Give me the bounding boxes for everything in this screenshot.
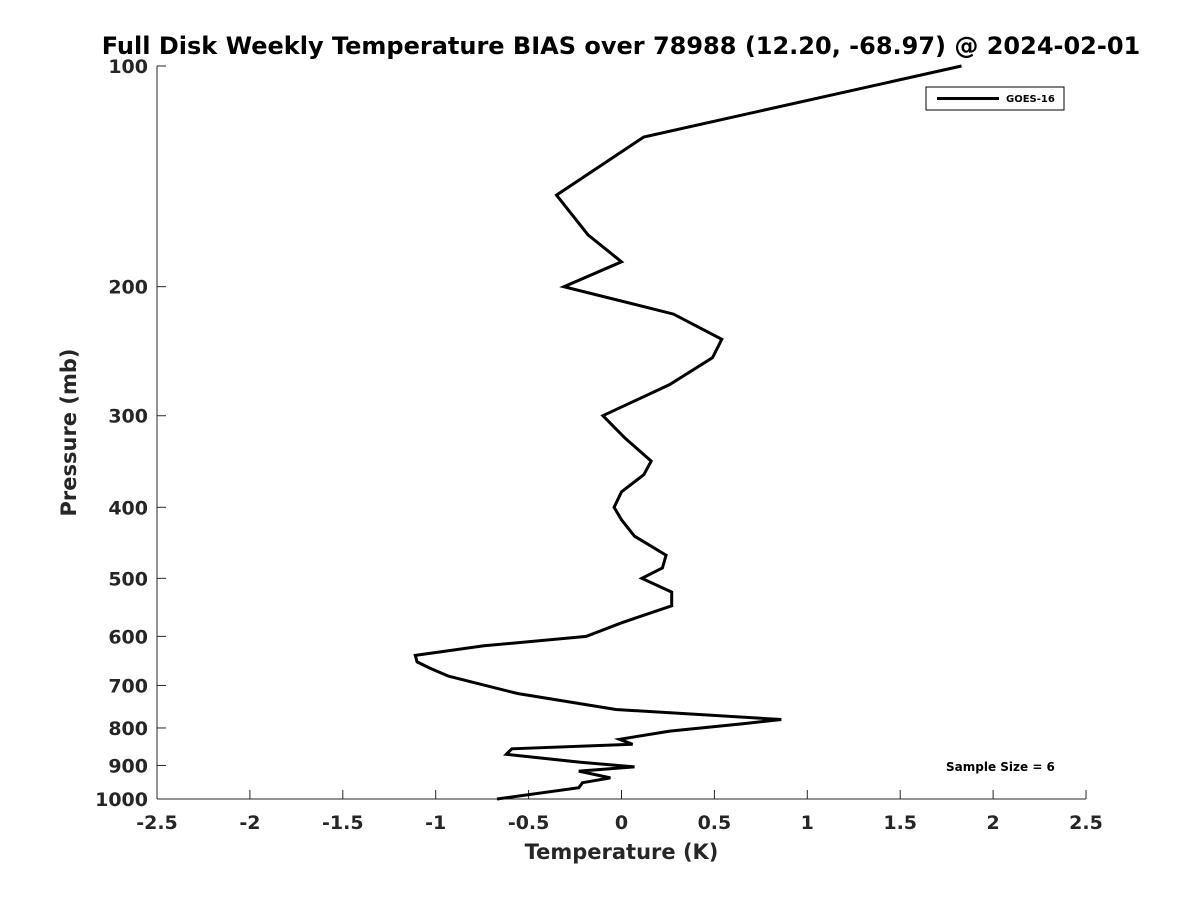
- x-tick-label: -2.5: [136, 812, 178, 834]
- x-tick-label: 2: [986, 812, 999, 834]
- x-tick-label: 0: [615, 812, 628, 834]
- series-group: [413, 64, 962, 801]
- y-tick-label: 700: [108, 675, 148, 697]
- legend-label-goes-16: GOES-16: [1006, 94, 1055, 105]
- x-tick-label: -1.5: [322, 812, 364, 834]
- sample-size-annotation: Sample Size = 6: [946, 760, 1055, 774]
- legend: GOES-16: [925, 86, 1065, 111]
- x-tick-label: 1.5: [883, 812, 917, 834]
- y-tick-label: 500: [108, 568, 148, 590]
- x-axis-label: Temperature (K): [525, 840, 719, 864]
- y-tick-label: 600: [108, 626, 148, 648]
- x-tick-label: 0.5: [698, 812, 732, 834]
- series-line-goes-16: [413, 64, 962, 801]
- y-tick-label: 1000: [95, 789, 148, 811]
- y-tick-label: 300: [108, 406, 148, 428]
- y-tick-label: 100: [108, 56, 148, 78]
- x-tick-label: -1: [425, 812, 446, 834]
- x-tick-label: -2: [239, 812, 260, 834]
- x-tick-label: 1: [801, 812, 814, 834]
- x-tick-label: -0.5: [508, 812, 550, 834]
- y-tick-label: 900: [108, 755, 148, 777]
- x-tick-label: 2.5: [1069, 812, 1103, 834]
- y-axis-label: Pressure (mb): [57, 349, 81, 517]
- y-tick-label: 400: [108, 497, 148, 519]
- y-ticks: 100 200 300 400 500 600 700 800 900 1000: [95, 56, 166, 811]
- x-ticks: -2.5 -2 -1.5 -1 -0.5 0 0.5 1 1.5 2 2.5: [136, 790, 1103, 834]
- y-tick-label: 800: [108, 718, 148, 740]
- y-tick-label: 200: [108, 277, 148, 299]
- chart-title: Full Disk Weekly Temperature BIAS over 7…: [102, 32, 1141, 60]
